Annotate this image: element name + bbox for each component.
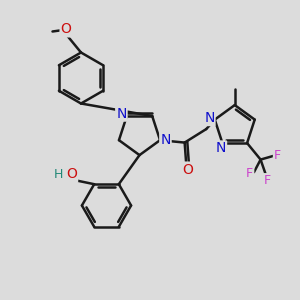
Text: N: N bbox=[116, 106, 127, 121]
Text: O: O bbox=[66, 167, 77, 181]
Text: O: O bbox=[182, 163, 193, 177]
Text: F: F bbox=[246, 167, 253, 180]
Text: O: O bbox=[61, 22, 71, 36]
Text: N: N bbox=[204, 111, 214, 125]
Text: H: H bbox=[53, 168, 63, 181]
Text: N: N bbox=[160, 133, 171, 147]
Text: N: N bbox=[216, 142, 226, 155]
Text: F: F bbox=[274, 149, 281, 163]
Text: F: F bbox=[263, 174, 270, 187]
